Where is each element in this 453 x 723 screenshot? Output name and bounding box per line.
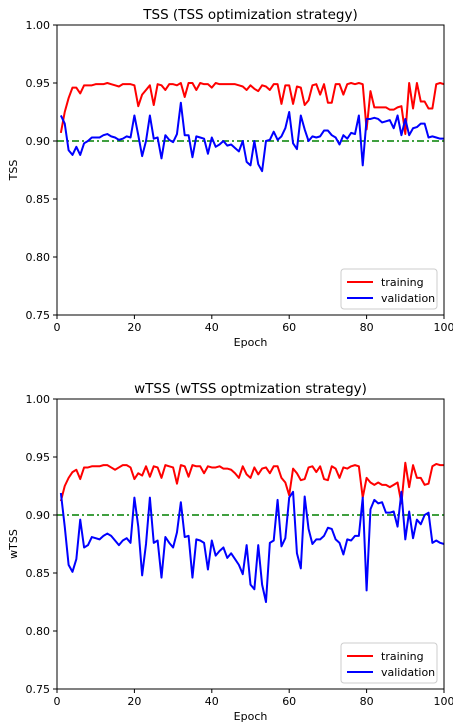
x-tick-label: 100 bbox=[434, 695, 453, 708]
y-tick-label: 0.75 bbox=[26, 683, 51, 696]
y-tick-label: 0.90 bbox=[26, 509, 51, 522]
x-tick-label: 80 bbox=[360, 321, 374, 334]
y-tick-label: 0.80 bbox=[26, 251, 51, 264]
y-axis-label: wTSS bbox=[7, 529, 20, 559]
legend: training validation bbox=[340, 268, 438, 310]
chart-2: wTSS (wTSS optmization strategy) 0 20 40 60 8… bbox=[7, 381, 453, 723]
y-tick-label: 0.85 bbox=[26, 193, 51, 206]
legend-label-validation: validation bbox=[381, 292, 435, 305]
x-tick-label: 40 bbox=[205, 695, 219, 708]
chart-title: TSS (TSS optimization strategy) bbox=[142, 7, 357, 23]
x-tick-label: 0 bbox=[54, 695, 61, 708]
legend-label-validation: validation bbox=[381, 666, 435, 679]
y-tick-label: 0.85 bbox=[26, 567, 51, 580]
x-tick-label: 100 bbox=[434, 321, 453, 334]
x-tick-label: 20 bbox=[127, 321, 141, 334]
x-tick-label: 60 bbox=[282, 695, 296, 708]
series-line-validation bbox=[59, 101, 444, 173]
legend-label-training: training bbox=[381, 276, 424, 289]
x-axis-label: Epoch bbox=[234, 336, 268, 349]
series-line-validation bbox=[59, 490, 445, 603]
y-tick-label: 0.95 bbox=[26, 77, 51, 90]
x-tick-label: 20 bbox=[127, 695, 141, 708]
x-axis-label: Epoch bbox=[234, 710, 268, 723]
series-line-training bbox=[59, 82, 445, 136]
chart-title: wTSS (wTSS optmization strategy) bbox=[134, 381, 367, 397]
y-axis-label: TSS bbox=[7, 160, 20, 182]
plot-frame bbox=[56, 398, 445, 690]
y-tick-label: 0.90 bbox=[26, 135, 51, 148]
y-tick-label: 0.80 bbox=[26, 625, 51, 638]
y-tick-label: 1.00 bbox=[26, 19, 51, 32]
legend-label-training: training bbox=[381, 650, 424, 663]
plot-frame bbox=[56, 24, 445, 316]
x-tick-label: 0 bbox=[54, 321, 61, 334]
series-line-training bbox=[59, 461, 444, 505]
chart-1: TSS (TSS optimization strategy) 0 20 40 60 80… bbox=[7, 7, 453, 349]
x-tick-label: 60 bbox=[282, 321, 296, 334]
x-tick-label: 80 bbox=[360, 695, 374, 708]
y-tick-label: 0.95 bbox=[26, 451, 51, 464]
legend: training validation bbox=[340, 642, 438, 684]
y-tick-label: 1.00 bbox=[26, 393, 51, 406]
y-tick-label: 0.75 bbox=[26, 309, 51, 322]
x-tick-label: 40 bbox=[205, 321, 219, 334]
